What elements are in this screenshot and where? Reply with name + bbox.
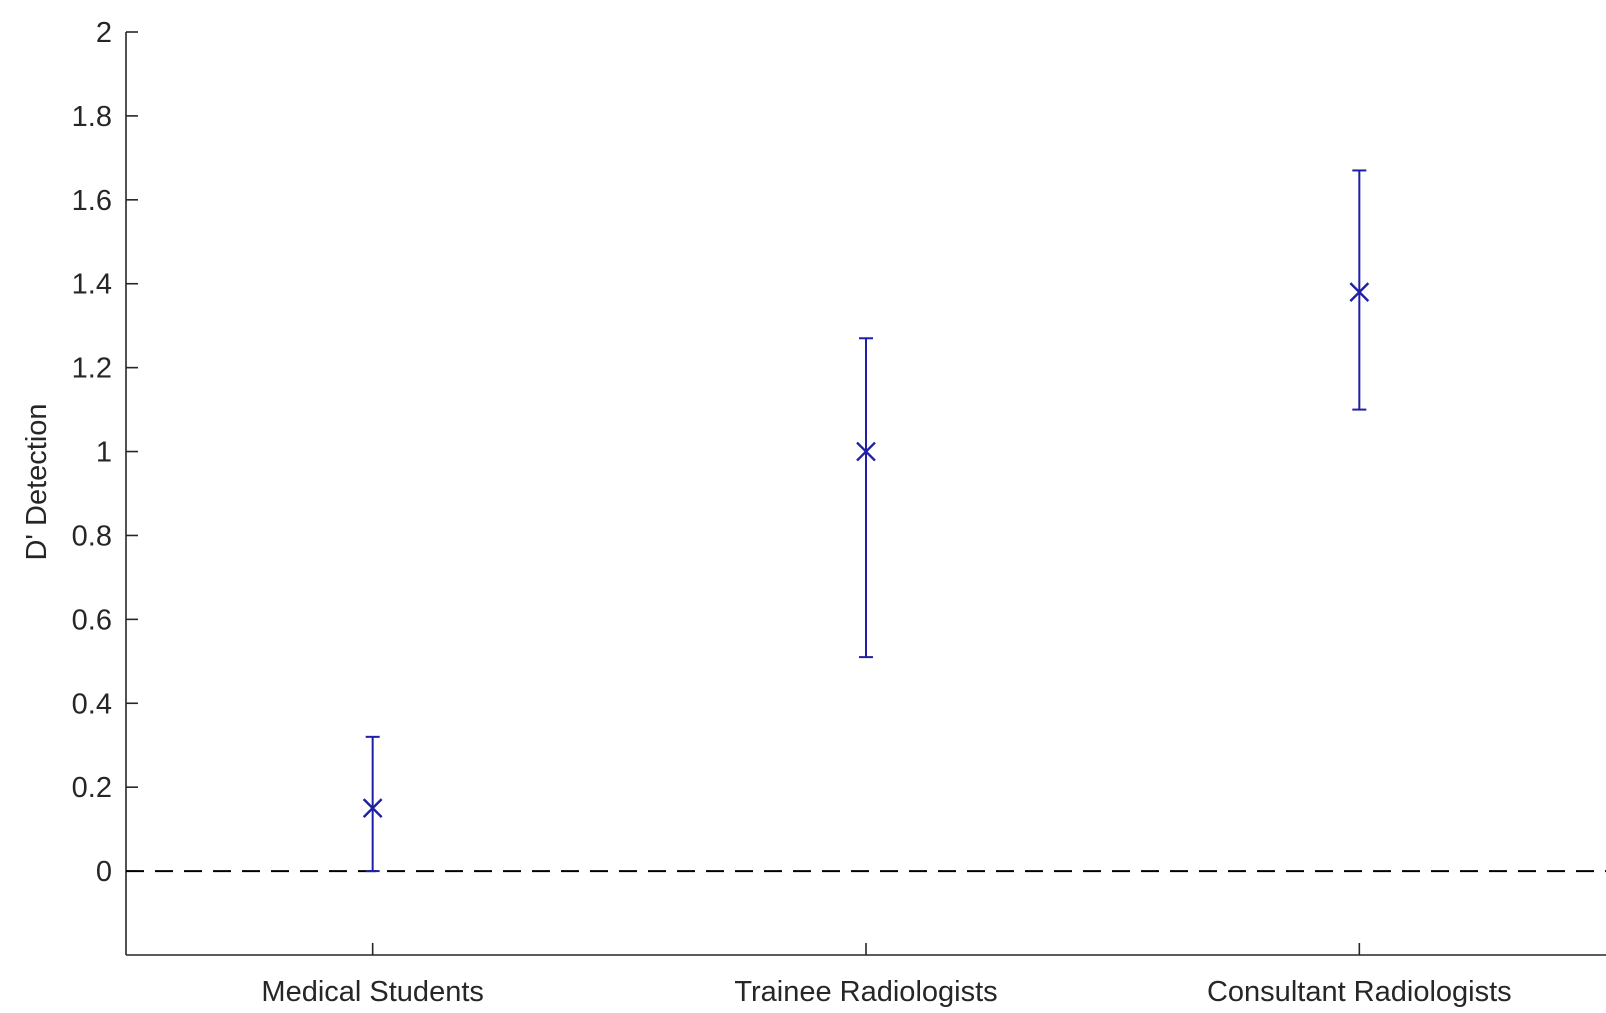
y-tick-label: 2 (96, 17, 112, 49)
y-tick-label: 1.2 (72, 353, 112, 385)
x-tick-label: Consultant Radiologists (1207, 976, 1512, 1008)
x-tick-label: Medical Students (261, 976, 483, 1008)
data-point (1349, 169, 1370, 411)
y-axis-title: D' Detection (21, 403, 53, 560)
data-point (856, 337, 876, 659)
y-tick-label: 0.6 (72, 604, 112, 636)
y-tick-label: 1.6 (72, 185, 112, 217)
y-tick-label: 0 (96, 856, 112, 888)
y-tick-label: 0.8 (72, 520, 112, 552)
y-tick-label: 0.2 (72, 772, 112, 804)
data-points (362, 169, 1370, 873)
axes: 0 0.2 0.4 0.6 0.8 1 1.2 1.4 1.6 1.8 2 Medical Stude… (72, 17, 1606, 1008)
y-tick-label: 1.4 (72, 269, 112, 301)
y-tick-label: 1 (96, 437, 112, 469)
y-tick-label: 1.8 (72, 101, 112, 133)
point-marker-stroke (362, 798, 383, 819)
point-marker-stroke (856, 441, 876, 462)
data-point (362, 735, 383, 873)
y-tick-label: 0.4 (72, 688, 112, 720)
point-marker-stroke (1349, 282, 1370, 302)
x-tick-label: Trainee Radiologists (734, 976, 997, 1008)
